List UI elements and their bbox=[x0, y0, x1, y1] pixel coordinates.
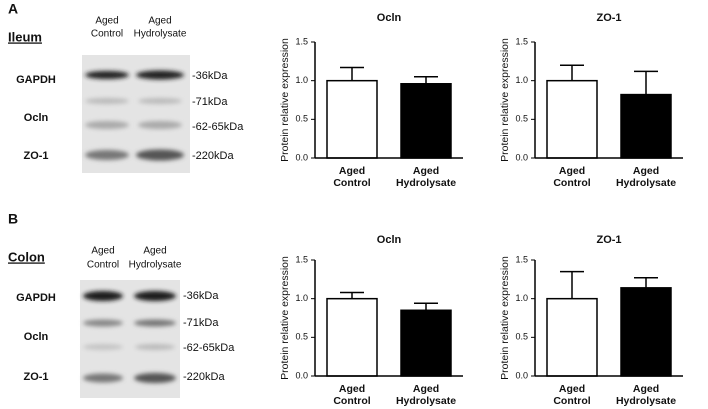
blot-ileum bbox=[82, 55, 190, 173]
bar bbox=[326, 297, 378, 377]
x-tick-label: Control bbox=[553, 177, 590, 189]
x-tick-label: Aged bbox=[339, 383, 365, 395]
y-tick-label: 1.0 bbox=[295, 293, 308, 303]
band-label: Ocln bbox=[24, 331, 49, 343]
y-tick-label: 1.0 bbox=[515, 75, 528, 85]
bar bbox=[620, 93, 672, 159]
x-tick-label: Aged bbox=[633, 165, 659, 177]
lane-label: Aged bbox=[148, 16, 171, 27]
bar bbox=[400, 309, 452, 377]
band-label: GAPDH bbox=[16, 292, 56, 304]
marker-label: -62-65kDa bbox=[183, 342, 235, 354]
tissue-label: Ileum bbox=[8, 29, 42, 44]
y-tick-label: 1.0 bbox=[295, 75, 308, 85]
lane-label: Control bbox=[91, 29, 123, 40]
y-tick-label: 1.5 bbox=[295, 36, 308, 46]
lane-label: Hydrolysate bbox=[129, 260, 182, 271]
x-tick-label: Hydrolysate bbox=[616, 177, 676, 189]
x-tick-label: Control bbox=[333, 395, 370, 407]
band-label: ZO-1 bbox=[23, 371, 48, 383]
lane-label: Aged bbox=[143, 246, 166, 257]
y-axis-label: Protein relative expression bbox=[499, 256, 511, 380]
chart-title: Ocln bbox=[377, 234, 402, 246]
y-axis-label: Protein relative expression bbox=[279, 256, 291, 380]
x-tick-label: Aged bbox=[413, 383, 439, 395]
y-tick-label: 0.0 bbox=[515, 152, 528, 162]
blot-colon bbox=[80, 280, 180, 398]
x-tick-label: Aged bbox=[413, 165, 439, 177]
y-axis-label: Protein relative expression bbox=[279, 38, 291, 162]
marker-label: -36kDa bbox=[183, 290, 219, 302]
y-tick-label: 0.0 bbox=[295, 370, 308, 380]
bar bbox=[400, 83, 452, 159]
chart-title: ZO-1 bbox=[596, 234, 621, 246]
band-label: GAPDH bbox=[16, 74, 56, 86]
panel-label: B bbox=[8, 211, 18, 227]
y-tick-label: 1.0 bbox=[515, 293, 528, 303]
bar bbox=[546, 79, 598, 159]
x-tick-label: Aged bbox=[559, 383, 585, 395]
y-tick-label: 0.5 bbox=[515, 114, 528, 124]
y-tick-label: 0.5 bbox=[295, 114, 308, 124]
marker-label: -71kDa bbox=[192, 96, 228, 108]
marker-label: -36kDa bbox=[192, 70, 228, 82]
bar bbox=[326, 79, 378, 159]
bar bbox=[620, 287, 672, 377]
tissue-label: Colon bbox=[8, 249, 45, 264]
lane-label: Hydrolysate bbox=[134, 29, 187, 40]
y-tick-label: 0.5 bbox=[295, 332, 308, 342]
y-tick-label: 0.0 bbox=[295, 152, 308, 162]
x-tick-label: Hydrolysate bbox=[396, 177, 456, 189]
x-tick-label: Aged bbox=[633, 383, 659, 395]
x-tick-label: Hydrolysate bbox=[616, 395, 676, 407]
x-tick-label: Hydrolysate bbox=[396, 395, 456, 407]
x-tick-label: Aged bbox=[339, 165, 365, 177]
panel-label: A bbox=[8, 1, 18, 17]
lane-label: Control bbox=[87, 260, 119, 271]
band-label: Ocln bbox=[24, 112, 49, 124]
marker-label: -220kDa bbox=[192, 150, 234, 162]
y-tick-label: 0.5 bbox=[515, 332, 528, 342]
lane-label: Aged bbox=[91, 246, 114, 257]
y-tick-label: 1.5 bbox=[515, 36, 528, 46]
marker-label: -62-65kDa bbox=[192, 121, 244, 133]
band-label: ZO-1 bbox=[23, 150, 48, 162]
lane-label: Aged bbox=[95, 16, 118, 27]
x-tick-label: Aged bbox=[559, 165, 585, 177]
y-axis-label: Protein relative expression bbox=[499, 38, 511, 162]
y-tick-label: 0.0 bbox=[515, 370, 528, 380]
x-tick-label: Control bbox=[333, 177, 370, 189]
chart-title: ZO-1 bbox=[596, 12, 621, 24]
bar bbox=[546, 297, 598, 377]
marker-label: -220kDa bbox=[183, 371, 225, 383]
x-tick-label: Control bbox=[553, 395, 590, 407]
chart-title: Ocln bbox=[377, 12, 402, 24]
y-tick-label: 1.5 bbox=[295, 254, 308, 264]
marker-label: -71kDa bbox=[183, 317, 219, 329]
y-tick-label: 1.5 bbox=[515, 254, 528, 264]
